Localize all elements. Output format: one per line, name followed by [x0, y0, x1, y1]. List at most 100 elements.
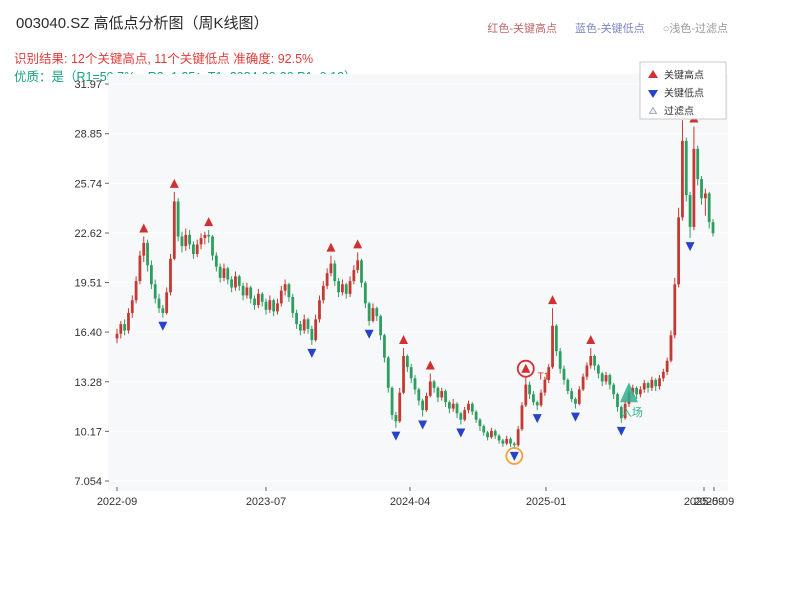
candle-body	[172, 201, 176, 259]
candle-body	[394, 414, 398, 422]
candle-body	[547, 367, 551, 380]
key-low-marker	[364, 329, 374, 339]
header-legend: 红色-关键高点 蓝色-关键低点 ○浅色-过滤点	[487, 20, 728, 36]
candle-body	[260, 293, 264, 302]
candle-body	[444, 391, 447, 403]
candle-body	[119, 324, 123, 334]
candle-body	[482, 426, 486, 433]
candle-body	[669, 335, 673, 361]
candle-body	[700, 179, 703, 199]
key-high-marker	[586, 335, 596, 345]
candle-body	[635, 387, 638, 395]
key-low-marker	[391, 431, 401, 441]
gridlines	[109, 83, 727, 482]
header-legend-key-low-label: 蓝色-关键低点	[575, 23, 645, 35]
candle-body	[600, 373, 604, 382]
key-high-marker	[399, 335, 409, 345]
candle-body	[509, 438, 512, 444]
key-high-marker	[521, 363, 531, 373]
candle-body	[665, 360, 669, 372]
candle-body	[608, 375, 612, 385]
candle-body	[707, 193, 711, 223]
candle-body	[379, 316, 383, 336]
candle-body	[157, 298, 161, 309]
candle-body	[425, 395, 428, 411]
candle-body	[459, 413, 463, 420]
candle-body	[631, 387, 635, 393]
candle-body	[245, 287, 249, 296]
candle-body	[566, 379, 570, 392]
candle-body	[673, 284, 677, 336]
candle-body	[413, 378, 417, 390]
candle-body	[474, 411, 478, 420]
x-axis: 2022-09 2023-07 2024-04 2025-01 2025-092025-…	[97, 487, 734, 508]
y-tick-label: 31.97	[74, 79, 102, 91]
key-high-marker	[169, 178, 179, 188]
candle-body	[646, 383, 650, 388]
legend-filter-triangle-icon	[648, 106, 658, 114]
key-high-marker	[326, 242, 336, 252]
candle-body	[283, 284, 287, 291]
key-low-marker	[570, 412, 580, 422]
header-legend-key-high-label: 红色-关键高点	[487, 23, 558, 35]
candle-body	[333, 263, 337, 282]
legend-item-label: 关键低点	[664, 87, 704, 100]
candle-body	[447, 402, 451, 409]
candle-body	[115, 333, 119, 339]
candle-body	[623, 403, 627, 419]
candle-body	[501, 440, 505, 444]
highlight-circle	[505, 447, 524, 465]
candle-body	[684, 140, 688, 196]
candle-body	[302, 319, 306, 331]
candle-body	[207, 234, 211, 237]
candle-body	[650, 379, 654, 388]
key-high-marker	[425, 360, 435, 370]
x-tick-label: 2023-07	[246, 496, 286, 508]
candle-body	[142, 242, 146, 256]
candle-body	[711, 222, 715, 234]
candle-body	[520, 405, 524, 430]
key-high-marker	[139, 223, 149, 233]
candle-body	[295, 312, 298, 325]
candle-body	[272, 300, 276, 312]
key-low-marker	[158, 321, 168, 331]
key-high-marker	[204, 217, 214, 227]
candle-body	[321, 285, 325, 301]
candle-body	[226, 268, 230, 280]
highlight-circle	[516, 359, 535, 378]
x-tick-label: 2025-09	[684, 496, 724, 508]
candle-body	[130, 300, 134, 313]
recognition-result-text: 识别结果: 12个关键高点, 11个关键低点 准确度: 92.5%	[14, 52, 314, 66]
candle-body	[287, 284, 291, 298]
candle-body	[417, 389, 421, 401]
candle-body	[291, 297, 295, 313]
key-low-marker	[532, 414, 542, 424]
candle-body	[574, 399, 577, 404]
candle-body	[165, 292, 169, 313]
candle-body	[577, 389, 581, 404]
candle-body	[188, 234, 191, 245]
candle-body	[463, 410, 467, 420]
candle-body	[360, 260, 363, 283]
candle-body	[211, 236, 214, 256]
candle-body	[593, 355, 596, 366]
y-tick-label: 13.28	[74, 377, 102, 389]
y-tick-label: 16.40	[74, 327, 102, 339]
candle-body	[169, 258, 172, 293]
candle-body	[329, 263, 333, 274]
candle-body	[306, 319, 310, 329]
candle-body	[203, 234, 207, 239]
candle-body	[585, 365, 589, 377]
candle-body	[451, 403, 455, 409]
page-title: 003040.SZ 高低点分析图（周K线图）	[16, 15, 269, 32]
candle-body	[436, 387, 440, 398]
candle-body	[398, 392, 402, 422]
candle-body	[490, 430, 493, 438]
candle-body	[138, 255, 142, 282]
candle-body	[440, 391, 444, 398]
annotation-text: T1	[538, 372, 550, 383]
y-tick-label: 25.74	[74, 178, 102, 190]
candle-body	[348, 281, 352, 294]
